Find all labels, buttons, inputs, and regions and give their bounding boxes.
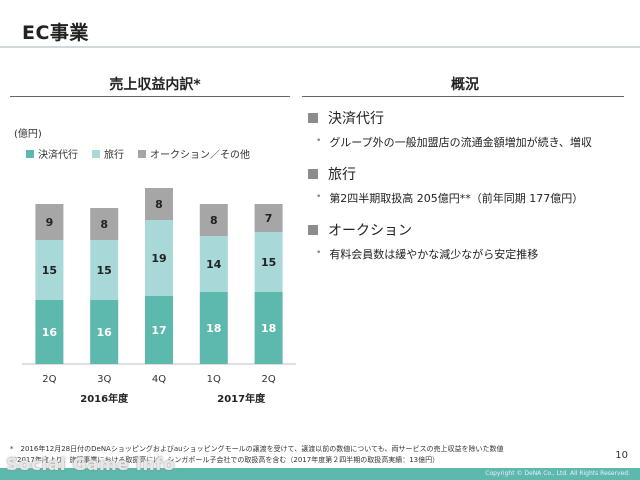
overview-item-payment: 決済代行 • グループ外の一般加盟店の流通金額増加が続き、増収 [308, 108, 634, 150]
data-label: 15 [42, 264, 57, 277]
data-label: 18 [261, 322, 276, 335]
legend-item-payment: 決済代行 [26, 146, 78, 161]
data-label: 16 [97, 326, 113, 339]
bar-segment [35, 204, 64, 240]
bar-segment [145, 188, 173, 220]
bar-segment [254, 292, 283, 364]
footer-bar [0, 468, 640, 480]
legend-swatch-travel [92, 149, 100, 158]
bar-segment [199, 292, 228, 364]
bullet-square-icon [308, 169, 318, 179]
bar-segment [90, 240, 119, 300]
overview-list: 決済代行 • グループ外の一般加盟店の流通金額増加が続き、増収 旅行 • 第2四半期… [308, 108, 634, 276]
overview-heading: 概況 [451, 77, 479, 93]
chart-unit-label: (億円) [14, 129, 42, 140]
bar-segment [35, 240, 64, 300]
legend-swatch-payment [26, 149, 34, 158]
overview-item-title: 旅行 [328, 167, 356, 183]
page-number: 10 [615, 450, 628, 461]
data-label: 14 [206, 258, 222, 271]
bar-segment [199, 204, 228, 236]
bullet-dot-icon: • [316, 248, 322, 258]
data-label: 15 [261, 256, 276, 269]
revenue-breakdown-heading: 売上収益内訳* [109, 77, 201, 93]
footnotes: * 2016年12月28日付のDeNAショッピングおよびauショッピングモールの… [10, 444, 503, 466]
bullet-dot-icon: • [316, 136, 322, 146]
data-label: 19 [151, 252, 166, 265]
overview-item-title: 決済代行 [328, 111, 384, 127]
bar-segment [254, 232, 283, 292]
bar-segment [199, 236, 228, 292]
overview-item-detail: 有料会員数は緩やかな減少ながら安定推移 [329, 248, 539, 261]
bullet-square-icon [308, 113, 318, 123]
copyright-text: Copyright © DeNA Co., Ltd. All Rights Re… [485, 470, 630, 477]
x-tick-label: 2Q [42, 374, 56, 385]
overview-item-detail: 第2四半期取扱高 205億円**（前年同期 177億円） [329, 192, 584, 205]
data-label: 7 [265, 212, 273, 225]
bar-segment [254, 204, 283, 232]
data-label: 8 [210, 214, 218, 227]
bar-segment [90, 300, 119, 364]
title-divider [0, 46, 640, 48]
fiscal-year-label: 2016年度 [80, 392, 129, 405]
fiscal-year-label: 2017年度 [217, 392, 266, 405]
x-tick-label: 2Q [261, 374, 275, 385]
x-tick-label: 4Q [152, 374, 166, 385]
page-title: EC事業 [22, 22, 89, 44]
chart-legend: 決済代行 旅行 オークション／その他 [26, 146, 250, 161]
footnote-2: **2017年度より、旅行事業における取扱高には、シンガポール子会社での取扱高を… [10, 456, 440, 464]
data-label: 18 [206, 322, 221, 335]
bar-segment [145, 296, 173, 364]
bullet-dot-icon: • [316, 192, 322, 202]
bar-segment [35, 300, 64, 364]
data-label: 15 [97, 264, 112, 277]
overview-item-detail: グループ外の一般加盟店の流通金額増加が続き、増収 [329, 136, 592, 149]
data-label: 8 [155, 198, 163, 211]
bar-segment [90, 208, 119, 240]
overview-item-title: オークション [328, 223, 412, 239]
right-heading-divider [302, 96, 624, 97]
legend-label-payment: 決済代行 [38, 150, 78, 161]
legend-item-travel: 旅行 [92, 146, 124, 161]
overview-item-travel: 旅行 • 第2四半期取扱高 205億円**（前年同期 177億円） [308, 164, 634, 206]
watermark-logo: Social Game Info [6, 455, 176, 475]
legend-label-travel: 旅行 [104, 150, 124, 161]
legend-swatch-auction [138, 149, 146, 158]
overview-item-auction: オークション • 有料会員数は緩やかな減少ながら安定推移 [308, 220, 634, 262]
data-label: 8 [100, 218, 108, 231]
data-label: 16 [42, 326, 58, 339]
legend-item-auction: オークション／その他 [138, 146, 250, 161]
x-tick-label: 3Q [97, 374, 111, 385]
footnote-1: * 2016年12月28日付のDeNAショッピングおよびauショッピングモールの… [10, 445, 504, 453]
data-label: 17 [151, 324, 166, 337]
x-tick-label: 1Q [207, 374, 221, 385]
left-heading-divider [10, 96, 290, 97]
bullet-square-icon [308, 225, 318, 235]
legend-label-auction: オークション／その他 [150, 150, 250, 161]
data-label: 9 [46, 216, 54, 229]
bar-segment [145, 220, 173, 296]
